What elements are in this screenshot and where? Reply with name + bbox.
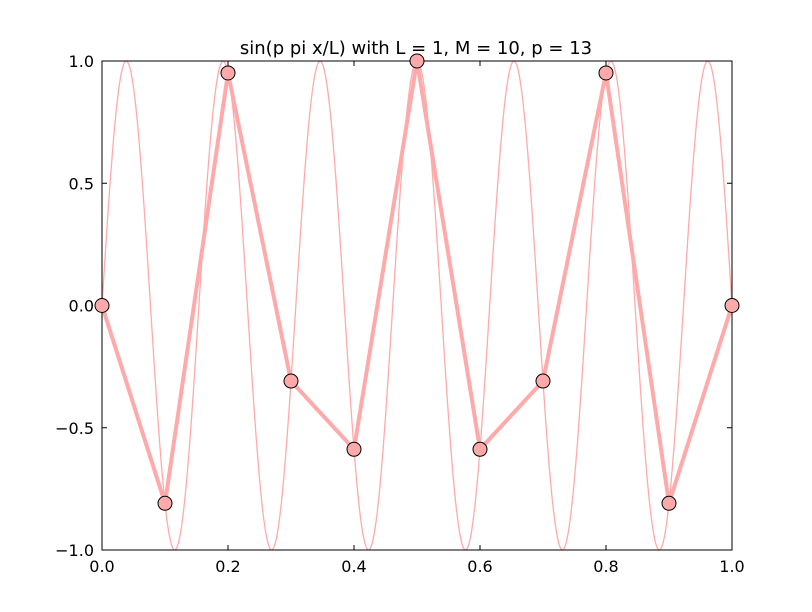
- data-point-marker: [724, 298, 740, 313]
- data-point-marker: [346, 441, 362, 457]
- data-point-marker: [220, 65, 236, 81]
- y-tick-label: −1.0: [55, 541, 94, 560]
- y-tick-label: 0.5: [69, 174, 94, 193]
- data-point-marker: [157, 495, 173, 511]
- series-curve-line: [102, 61, 732, 550]
- x-tick-label: 0.8: [593, 557, 618, 576]
- y-tick-label: 0.0: [69, 297, 94, 316]
- x-tick-label: 0.4: [341, 557, 366, 576]
- x-tick-label: 0.0: [89, 557, 114, 576]
- ticks-layer: 0.0 0.2 0.4 0.6 0.8 1.0 −1.0 −0.5 0.0 0.5 1.0: [55, 52, 745, 576]
- y-tick-label: 1.0: [69, 52, 94, 71]
- data-point-marker: [409, 53, 425, 69]
- data-point-marker: [661, 495, 677, 511]
- data-point-marker: [472, 441, 488, 457]
- data-point-marker: [283, 373, 299, 389]
- x-tick-label: 0.2: [215, 557, 240, 576]
- x-tick-label: 0.6: [467, 557, 492, 576]
- x-tick-label: 1.0: [719, 557, 744, 576]
- chart-title: sin(p pi x/L) with L = 1, M = 10, p = 13: [240, 38, 592, 59]
- data-point-marker: [598, 65, 614, 81]
- data-point-marker: [535, 373, 551, 389]
- y-tick-label: −0.5: [55, 419, 94, 438]
- data-point-marker: [94, 298, 110, 313]
- plot-clip-group: [102, 61, 732, 550]
